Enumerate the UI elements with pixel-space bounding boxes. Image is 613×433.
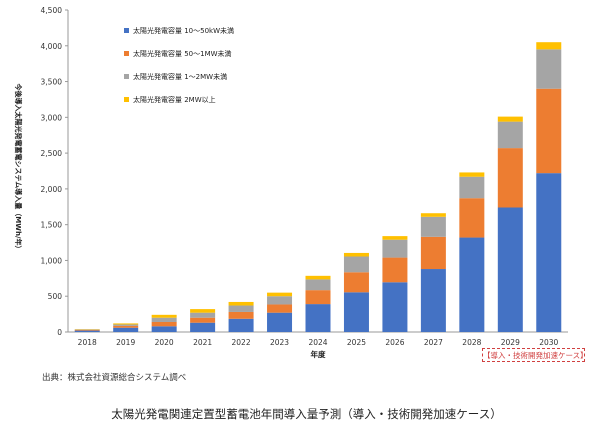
x-tick-label: 2019: [116, 338, 135, 347]
bar-segment-2029-3: [497, 116, 523, 122]
bar-segment-2026-0: [382, 282, 408, 332]
bar-segment-2024-0: [305, 304, 331, 332]
x-tick-label: 2028: [462, 338, 481, 347]
y-tick-label: 3,000: [41, 113, 63, 122]
bar-segment-2026-2: [382, 239, 408, 258]
bar-segment-2023-0: [267, 312, 293, 332]
bar-segment-2027-2: [420, 216, 446, 237]
bar-segment-2021-0: [190, 322, 216, 332]
bar-segment-2023-1: [267, 304, 293, 313]
x-tick-label: 2030: [539, 338, 558, 347]
bar-segment-2022-0: [228, 318, 254, 332]
bar-segment-2028-3: [459, 172, 485, 177]
chart-caption: 太陽光発電関連定置型蓄電池年間導入量予測（導入・技術開発加速ケース）: [111, 407, 502, 421]
bar-segment-2023-2: [267, 296, 293, 305]
bars: [74, 42, 562, 332]
x-tick-label: 2023: [270, 338, 289, 347]
bar-segment-2026-1: [382, 257, 408, 283]
bar-segment-2021-2: [190, 312, 216, 318]
axes: 0 500 1,000 1,500 2,000 2,500 3,000 3,500 4,000 4…: [41, 6, 568, 359]
bar-segment-2022-1: [228, 311, 254, 319]
bar-segment-2027-3: [420, 213, 446, 217]
bar-segment-2024-2: [305, 279, 331, 291]
x-tick-label: 2024: [308, 338, 327, 347]
bar-segment-2021-3: [190, 309, 216, 313]
bar-segment-2022-3: [228, 301, 254, 306]
bar-segment-2023-3: [267, 292, 293, 297]
bar-segment-2030-2: [536, 49, 562, 89]
bar-segment-2019-3: [113, 323, 139, 325]
y-tick-label: 1,500: [41, 221, 63, 230]
legend-label: 太陽光発電容量 2MW以上: [133, 95, 216, 104]
bar-segment-2028-1: [459, 198, 485, 238]
bar-segment-2020-1: [151, 321, 177, 327]
y-tick-label: 3,500: [41, 78, 63, 87]
bar-segment-2024-3: [305, 275, 331, 280]
bar-segment-2026-3: [382, 236, 408, 240]
x-tick-label: 2029: [501, 338, 520, 347]
bar-segment-2030-1: [536, 88, 562, 174]
bar-segment-2029-2: [497, 121, 523, 149]
legend-label: 太陽光発電容量 50～1MW未満: [133, 49, 232, 58]
bar-segment-2029-0: [497, 207, 523, 332]
bar-segment-2019-2: [113, 324, 139, 326]
bar-segment-2025-0: [343, 292, 369, 332]
y-tick-label: 0: [57, 328, 62, 337]
source-note: 出典：株式会社資源総合システム調べ: [42, 373, 187, 383]
bar-segment-2018-0: [74, 330, 100, 332]
legend-label: 太陽光発電容量 1～2MW未満: [133, 72, 227, 81]
bar-segment-2025-1: [343, 272, 369, 293]
scenario-badge: 【導入・技術開発加速ケース】: [482, 348, 588, 362]
x-tick-label: 2026: [385, 338, 404, 347]
bar-segment-2027-0: [420, 269, 446, 332]
x-tick-label: 2025: [347, 338, 366, 347]
bar-segment-2025-2: [343, 256, 369, 273]
bar-segment-2022-2: [228, 305, 254, 312]
bar-segment-2025-3: [343, 252, 369, 257]
bar-segment-2030-0: [536, 173, 562, 332]
bar-segment-2028-0: [459, 237, 485, 332]
y-tick-label: 1,000: [41, 256, 63, 265]
x-tick-label: 2021: [193, 338, 212, 347]
bar-segment-2024-1: [305, 290, 331, 305]
bar-segment-2027-1: [420, 236, 446, 270]
x-tick-label: 2020: [155, 338, 174, 347]
bar-segment-2021-1: [190, 317, 216, 323]
bar-segment-2019-0: [113, 327, 139, 332]
y-axis-label: 今後導入太陽光発電蓄電システム導入量（MWh/年）: [14, 83, 22, 253]
x-tick-label: 2018: [78, 338, 97, 347]
bar-segment-2020-2: [151, 317, 177, 322]
bar-segment-2030-3: [536, 42, 562, 50]
bar-segment-2020-3: [151, 314, 177, 318]
legend-swatch: [124, 51, 129, 56]
legend-swatch: [124, 28, 129, 33]
y-tick-label: 500: [48, 292, 63, 301]
y-tick-label: 4,000: [41, 42, 63, 51]
legend-label: 太陽光発電容量 10～50kW未満: [133, 26, 234, 35]
y-tick-label: 2,500: [41, 149, 63, 158]
legend-swatch: [124, 74, 129, 79]
bar-segment-2029-1: [497, 148, 523, 208]
x-tick-label: 2027: [424, 338, 443, 347]
y-tick-label: 4,500: [41, 6, 63, 15]
y-tick-label: 2,000: [41, 185, 63, 194]
x-tick-label: 2022: [232, 338, 251, 347]
bar-segment-2028-2: [459, 176, 485, 199]
bar-segment-2020-0: [151, 326, 177, 332]
x-axis-label: 年度: [311, 349, 326, 359]
bar-segment-2019-1: [113, 325, 139, 328]
bar-segment-2018-1: [74, 329, 100, 331]
legend-swatch: [124, 97, 129, 102]
